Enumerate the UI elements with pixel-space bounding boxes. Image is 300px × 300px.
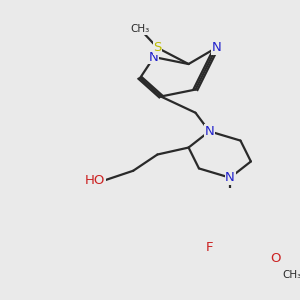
Text: N: N: [205, 125, 214, 138]
Text: F: F: [206, 241, 213, 254]
Text: HO: HO: [85, 173, 106, 187]
Text: O: O: [270, 252, 280, 266]
Text: N: N: [212, 41, 221, 54]
Text: CH₃: CH₃: [130, 24, 150, 34]
Text: N: N: [149, 51, 159, 64]
Text: CH₃: CH₃: [283, 270, 300, 280]
Text: S: S: [153, 41, 162, 54]
Text: N: N: [225, 171, 235, 184]
